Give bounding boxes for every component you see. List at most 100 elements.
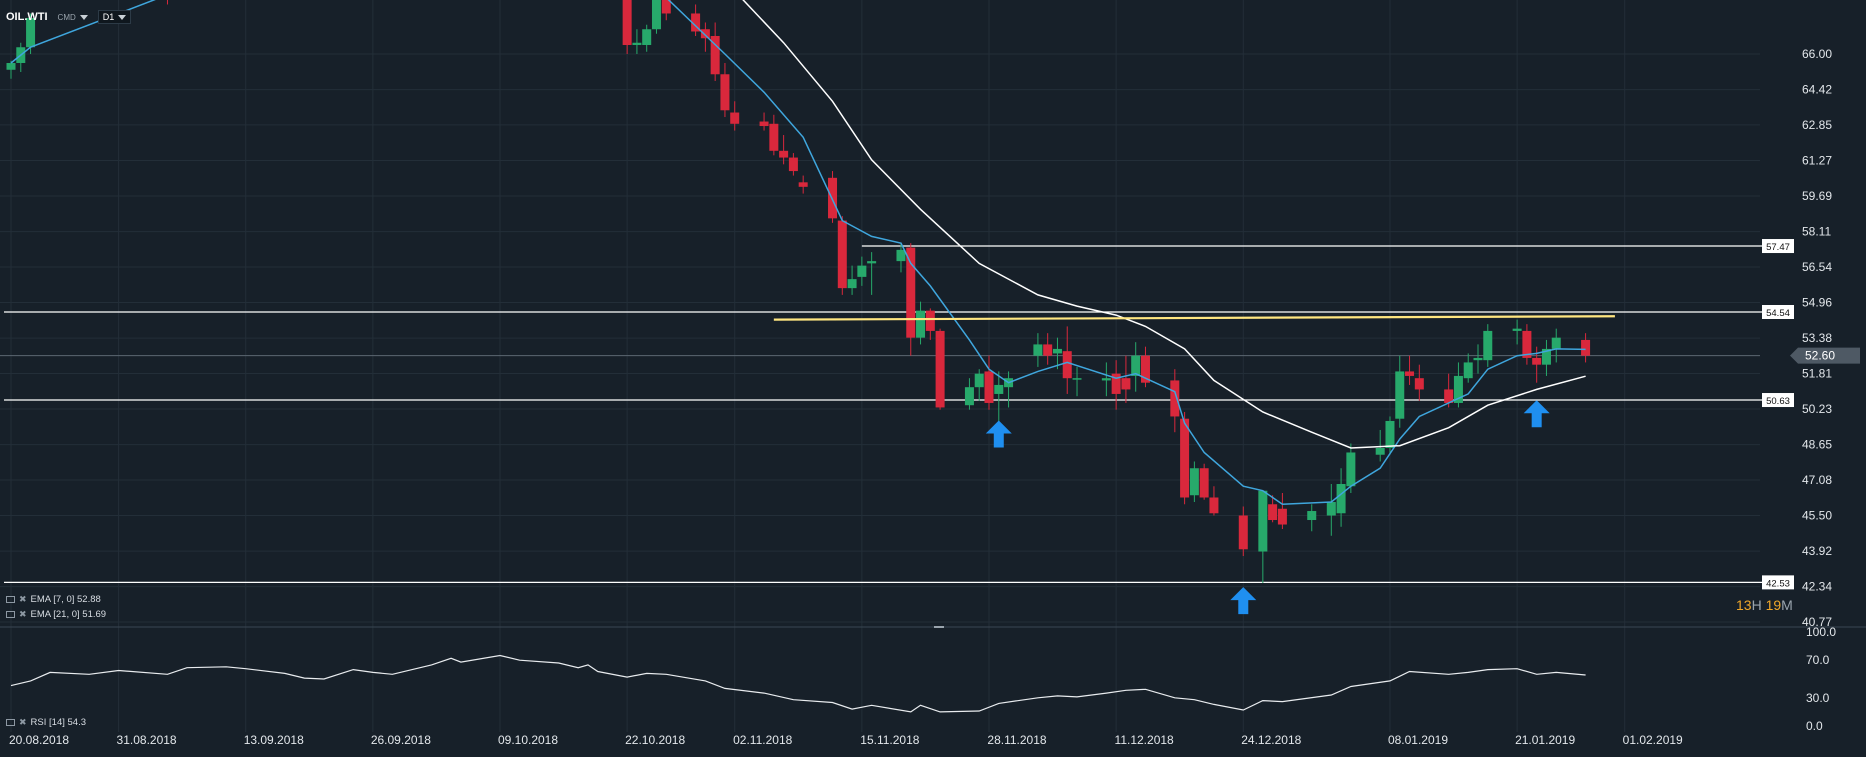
candle-body	[1522, 330, 1532, 358]
candle	[710, 22, 720, 82]
candle-body	[1199, 468, 1209, 498]
candle	[1121, 355, 1131, 403]
level-label-box	[1762, 393, 1794, 408]
candle	[1277, 493, 1287, 530]
ema7-label: EMA [7, 0] 52.88	[30, 594, 101, 605]
level-label-box	[1762, 239, 1794, 254]
candle	[1131, 342, 1141, 392]
candle	[896, 243, 906, 273]
candle	[730, 101, 740, 131]
candle	[700, 22, 710, 52]
legend-ema7[interactable]: ✖ EMA [7, 0] 52.88	[6, 594, 101, 605]
rsi-line	[10, 654, 1586, 713]
settings-icon[interactable]	[6, 596, 15, 603]
candle	[1004, 371, 1014, 408]
chevron-down-icon	[79, 14, 88, 20]
candle-body	[1453, 375, 1463, 403]
candle-body	[1326, 502, 1336, 516]
candle-body	[661, 0, 671, 14]
candle-body	[1551, 337, 1561, 349]
candle	[1072, 366, 1082, 397]
up-arrow-icon	[985, 420, 1012, 448]
candle-body	[1033, 344, 1043, 356]
candle	[798, 175, 808, 194]
candle	[1395, 355, 1405, 428]
candle	[166, 0, 168, 5]
candlesticks	[6, 0, 1591, 584]
market-label: CMD	[57, 13, 76, 22]
date-tick-label: 02.11.2018	[733, 733, 792, 747]
candle-body	[642, 29, 652, 45]
candle	[1336, 468, 1346, 527]
date-tick-label: 08.01.2019	[1388, 733, 1448, 747]
up-arrow-icon	[1230, 587, 1257, 615]
candle	[632, 29, 642, 54]
level-label: 54.54	[1766, 308, 1790, 319]
settings-icon[interactable]	[6, 611, 15, 618]
date-tick-label: 11.12.2018	[1115, 733, 1174, 747]
candle-body	[847, 279, 857, 289]
candle-body	[1170, 380, 1180, 417]
close-icon[interactable]: ✖	[19, 717, 27, 727]
date-tick-label: 26.09.2018	[371, 733, 431, 747]
candle-body	[1581, 339, 1591, 356]
candle-body	[788, 157, 798, 172]
candle-body	[632, 42, 642, 45]
candle-body	[935, 330, 945, 408]
candle-body	[974, 373, 984, 388]
candle	[1140, 346, 1150, 388]
date-tick-label: 31.08.2018	[117, 733, 177, 747]
candle-body	[867, 261, 877, 264]
price-tick-label: 43.92	[1802, 544, 1832, 558]
candle-body	[1238, 515, 1248, 550]
current-price-tag	[1790, 347, 1860, 364]
candle	[6, 60, 16, 79]
candle-countdown: 13H 19M	[1736, 597, 1793, 613]
candle	[1473, 344, 1483, 374]
candle	[1346, 443, 1356, 494]
resistance-trendline	[773, 315, 1615, 321]
candle	[1453, 362, 1463, 408]
close-icon[interactable]: ✖	[19, 594, 27, 604]
countdown-hours-unit: H	[1751, 597, 1762, 613]
candle	[925, 308, 935, 340]
timeframe-selector[interactable]: D1	[97, 10, 132, 24]
candle-body	[1375, 447, 1385, 455]
price-tick-label: 48.65	[1802, 438, 1832, 452]
legend-rsi[interactable]: ✖ RSI [14] 54.3	[6, 717, 86, 728]
candle-body	[1541, 348, 1551, 365]
settings-icon[interactable]	[6, 719, 15, 726]
price-tick-label: 64.42	[1802, 83, 1832, 97]
candle	[1170, 369, 1180, 433]
candle	[1101, 362, 1111, 397]
candle-body	[1072, 378, 1082, 380]
candle-body	[779, 150, 789, 158]
candle-body	[896, 249, 906, 262]
symbol-label[interactable]: OIL.WTI	[6, 11, 48, 23]
candle	[935, 328, 945, 410]
price-tick-label: 51.81	[1802, 366, 1832, 380]
rsi-tick-label: 0.0	[1806, 719, 1823, 733]
candle	[691, 4, 701, 36]
close-icon[interactable]: ✖	[19, 609, 27, 619]
price-tick-label: 45.50	[1802, 509, 1832, 523]
date-tick-label: 09.10.2018	[498, 733, 558, 747]
candle-body	[1189, 468, 1199, 496]
candle	[994, 371, 1004, 424]
level-label-box	[1762, 575, 1794, 590]
candle-body	[622, 0, 632, 45]
candle-body	[994, 384, 1004, 394]
candle	[642, 24, 652, 52]
candle-body	[691, 13, 701, 32]
trendline	[773, 315, 1615, 321]
date-tick-label: 20.08.2018	[9, 733, 69, 747]
candle	[964, 378, 974, 410]
horizontal-levels: 57.47 54.54 50.63 42.53	[0, 239, 1794, 590]
level-label-box	[1762, 304, 1794, 319]
legend-ema21[interactable]: ✖ EMA [21, 0] 51.69	[6, 609, 106, 620]
rsi-tick-label: 30.0	[1806, 691, 1830, 705]
market-selector[interactable]: CMD	[58, 11, 88, 23]
candle	[1238, 506, 1248, 557]
date-tick-label: 22.10.2018	[625, 733, 685, 747]
